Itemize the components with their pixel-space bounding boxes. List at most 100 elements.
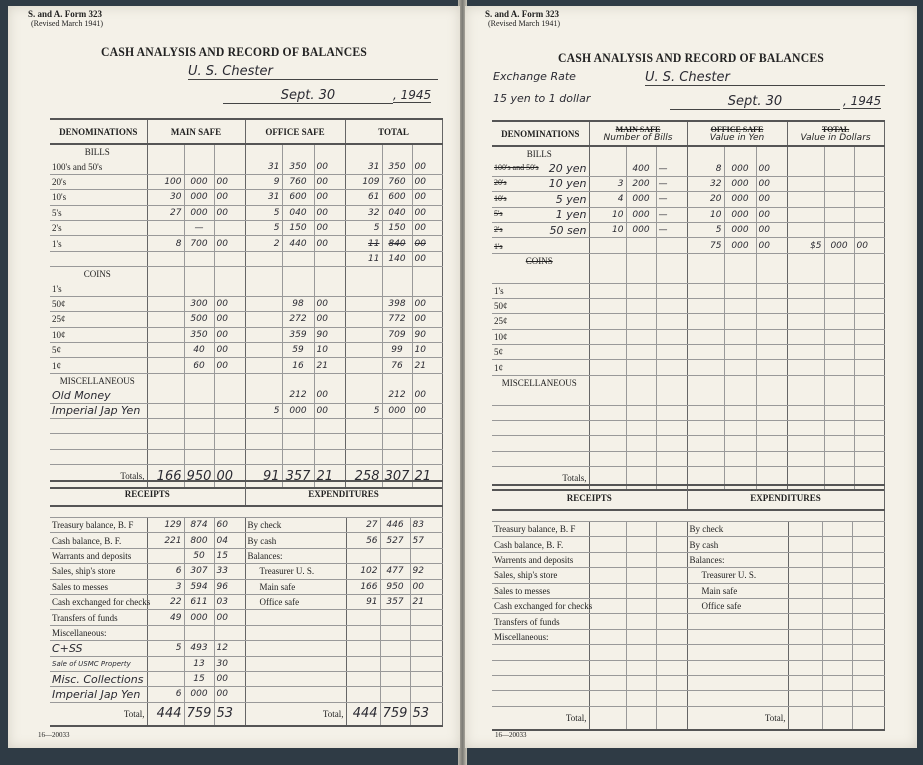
amount-cell: 00: [412, 235, 443, 252]
empty-cell: [314, 373, 346, 389]
expenditure-label: Balances:: [245, 548, 347, 565]
row-label-handwritten: 5 yen: [555, 192, 587, 206]
amount-cell: 00: [214, 342, 246, 359]
amount-cell: [824, 451, 855, 468]
amount-cell: [822, 583, 853, 599]
table-row: 11 140 00: [50, 251, 443, 268]
section-label: BILLS: [50, 144, 148, 160]
ledger-row: Sales to messes Main safe: [492, 583, 885, 599]
amount-cell: 60: [184, 357, 215, 374]
amount-cell: 00: [756, 207, 788, 223]
amount-cell: 5: [245, 220, 283, 237]
amount-cell: [724, 435, 757, 452]
amount-cell: [756, 329, 788, 346]
amount-cell: [282, 281, 315, 297]
row-label-text: 1¢: [52, 360, 61, 371]
expenditure-label: [687, 644, 789, 661]
amount-cell: —: [656, 207, 688, 223]
row-label: 1¢: [492, 359, 590, 376]
empty-cell: [147, 373, 185, 389]
amount-cell: 00: [756, 161, 788, 177]
ledger-row: Cash balance, B. F. 221 800 04 By cash 56 527 5…: [50, 532, 443, 549]
amount-cell: [147, 220, 185, 237]
amount-cell: [824, 420, 855, 437]
expenditure-label: By cash: [245, 532, 347, 549]
amount-cell: 00: [314, 174, 346, 191]
amount-cell: [656, 283, 688, 299]
amount-cell: [687, 329, 725, 346]
amount-cell: [245, 281, 283, 297]
amount-cell: [410, 548, 443, 565]
amount-cell: 00: [756, 222, 788, 239]
ledger-row: C+SS 5 493 12: [50, 640, 443, 657]
empty-cell: [214, 266, 246, 282]
amount-cell: [824, 435, 855, 452]
amount-cell: [245, 327, 283, 344]
amount-cell: 10: [412, 342, 443, 359]
table-row: [492, 420, 885, 437]
amount-cell: [824, 222, 855, 239]
amount-cell: [854, 344, 885, 361]
row-label: 100's and 50's: [50, 159, 148, 175]
amount-cell: 759: [380, 702, 411, 727]
amount-cell: [314, 449, 346, 466]
expenditure-label: Main safe: [687, 583, 789, 599]
amount-cell: [756, 405, 788, 422]
amount-cell: 10: [687, 207, 725, 223]
ledger-row: Miscellaneous:: [492, 629, 885, 646]
amount-cell: [787, 420, 825, 437]
amount-cell: [380, 656, 411, 672]
row-label-text: 5¢: [52, 345, 61, 356]
amount-cell: 00: [314, 205, 346, 221]
receipt-label: Treasury balance, B. F: [50, 517, 148, 534]
receipt-label: Transfers of funds: [492, 613, 590, 630]
empty-cell: [656, 253, 688, 269]
amount-cell: 594: [184, 579, 215, 595]
amount-cell: 212: [282, 388, 315, 404]
amount-cell: 61: [345, 189, 383, 206]
empty-cell: [787, 146, 825, 162]
amount-cell: 6: [147, 686, 185, 703]
amount-cell: 000: [724, 161, 757, 177]
amount-cell: —: [656, 176, 688, 193]
amount-cell: [656, 567, 688, 584]
amount-cell: 477: [380, 563, 411, 580]
amount-cell: [787, 222, 825, 239]
empty-cell: [626, 375, 657, 391]
amount-cell: [245, 357, 283, 374]
receipt-label: Total,: [50, 702, 148, 727]
amount-cell: 350: [282, 159, 315, 175]
table-row: 50¢: [492, 298, 885, 315]
amount-cell: [314, 433, 346, 450]
empty-cell: [687, 253, 725, 269]
amount-cell: 00: [314, 159, 346, 175]
expenditure-label: Main safe: [245, 579, 347, 595]
amount-cell: [147, 311, 185, 328]
expenditure-label: Balances:: [687, 552, 789, 569]
amount-cell: 00: [412, 403, 443, 420]
expenditure-label: [687, 629, 789, 646]
empty-cell: [382, 144, 413, 160]
amount-cell: [282, 418, 315, 435]
amount-cell: [245, 342, 283, 359]
row-label-text: 10's: [494, 193, 507, 203]
amount-cell: [282, 449, 315, 466]
amount-cell: 83: [410, 517, 443, 534]
amount-cell: 76: [382, 357, 413, 374]
row-label-text: 2's: [494, 224, 503, 234]
row-label: 1's: [50, 281, 148, 297]
amount-cell: 874: [184, 517, 215, 534]
expenditure-label: [245, 609, 347, 626]
amount-cell: [824, 191, 855, 208]
empty-cell: [282, 373, 315, 389]
amount-cell: [147, 671, 185, 688]
amount-cell: [589, 161, 627, 177]
amount-cell: [346, 609, 381, 626]
receipt-label: Sales, ship's store: [492, 567, 590, 584]
amount-cell: [787, 390, 825, 406]
amount-cell: [788, 583, 823, 599]
amount-cell: [656, 706, 688, 731]
amount-cell: [184, 449, 215, 466]
amount-cell: [824, 268, 855, 284]
row-label-text: 2's: [52, 223, 62, 234]
